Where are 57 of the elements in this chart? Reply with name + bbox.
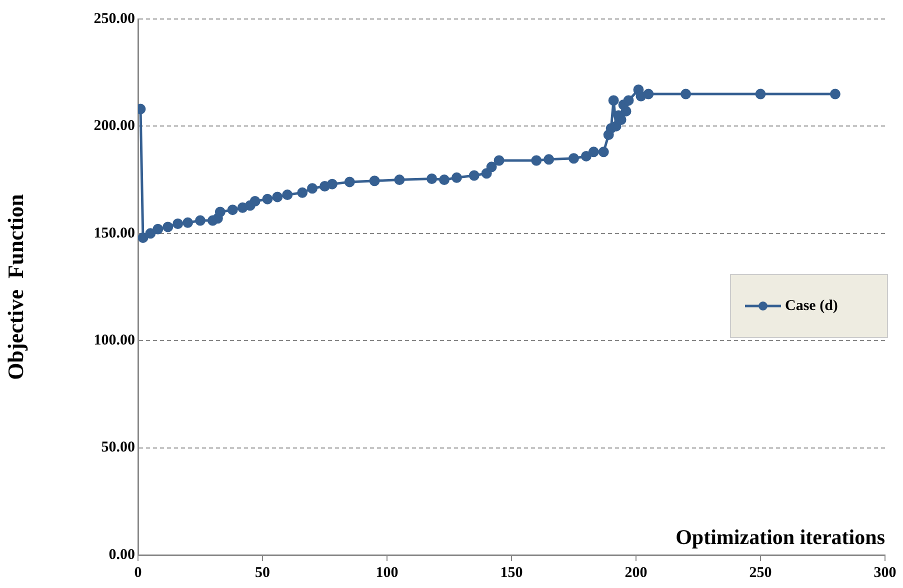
point — [426, 173, 438, 184]
point — [580, 150, 592, 162]
point — [544, 154, 554, 165]
x-tick-label: 50 — [255, 564, 270, 581]
point — [138, 232, 148, 243]
point — [214, 206, 226, 218]
x-tick-label: 250 — [749, 564, 772, 581]
point — [344, 176, 355, 188]
point — [643, 88, 654, 100]
y-tick-label: 150.00 — [94, 225, 135, 242]
point — [172, 218, 184, 229]
point — [531, 155, 542, 166]
point — [608, 95, 619, 106]
point — [182, 217, 194, 228]
y-tick-label: 250.00 — [94, 10, 135, 27]
point — [272, 192, 283, 202]
point — [320, 180, 330, 192]
x-tick-label: 150 — [500, 564, 523, 581]
point — [297, 187, 308, 198]
point — [326, 178, 338, 190]
point — [369, 176, 380, 186]
point — [152, 224, 164, 234]
point — [620, 106, 632, 116]
point — [145, 228, 156, 239]
point — [282, 190, 293, 200]
x-tick-label: 100 — [376, 564, 398, 581]
y-tick-label: 100.00 — [94, 332, 135, 348]
y-axis-title: Objective Function — [2, 194, 28, 380]
point — [250, 196, 260, 206]
point — [439, 174, 450, 186]
point — [636, 90, 646, 102]
point — [830, 88, 840, 100]
point — [262, 194, 273, 204]
point — [195, 215, 206, 226]
y-tick-label: 50.00 — [101, 440, 135, 456]
x-tick-label: 200 — [624, 564, 648, 581]
point — [494, 155, 504, 166]
point — [598, 146, 609, 158]
legend-label: Case (d) — [785, 298, 838, 314]
point — [162, 222, 174, 232]
x-axis-title: Optimization iterations — [676, 524, 885, 549]
point — [481, 168, 492, 179]
point — [486, 162, 497, 172]
point — [588, 146, 599, 158]
point — [755, 88, 766, 100]
y-tick-label: 0.00 — [108, 546, 135, 563]
point — [623, 95, 634, 106]
x-tick-label: 0 — [134, 564, 142, 581]
point — [394, 174, 405, 186]
y-tick-label: 200.00 — [94, 118, 135, 134]
point — [680, 88, 692, 100]
point — [307, 183, 318, 194]
point — [468, 170, 480, 181]
point — [227, 204, 238, 216]
x-tick-label: 300 — [874, 564, 896, 581]
point — [451, 172, 462, 183]
point — [568, 153, 579, 164]
